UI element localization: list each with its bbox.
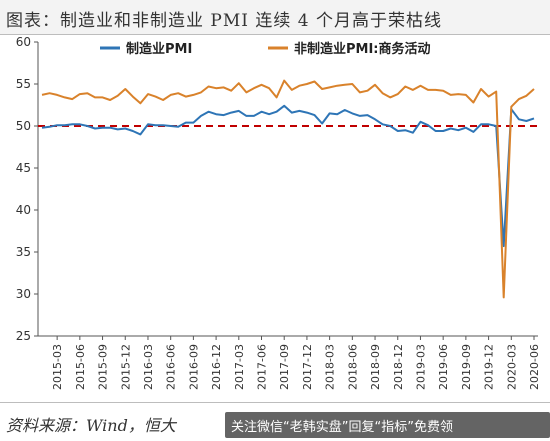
x-tick-label: 2017-12 bbox=[301, 344, 314, 390]
title-bar: 图表：制造业和非制造业 PMI 连续 4 个月高于荣枯线 bbox=[0, 0, 550, 35]
watermark-text: 关注微信“老韩实盘”回复“指标”免费领 bbox=[231, 420, 453, 435]
y-tick-label: 45 bbox=[16, 161, 31, 175]
x-tick-label: 2018-09 bbox=[369, 344, 382, 390]
watermark-banner: 关注微信“老韩实盘”回复“指标”免费领 bbox=[225, 412, 550, 438]
x-tick-label: 2018-12 bbox=[392, 344, 405, 390]
x-tick-label: 2017-03 bbox=[233, 344, 246, 390]
non-manufacturing-pmi-line bbox=[41, 79, 535, 299]
x-tick-label: 2017-09 bbox=[278, 344, 291, 390]
legend-non-manufacturing-label: 非制造业PMI:商务活动 bbox=[294, 41, 431, 57]
y-tick-label: 60 bbox=[16, 35, 31, 49]
y-tick-label: 55 bbox=[16, 77, 31, 91]
x-tick-label: 2016-03 bbox=[142, 344, 155, 390]
chart-title: 图表：制造业和非制造业 PMI 连续 4 个月高于荣枯线 bbox=[6, 11, 442, 31]
x-tick-label: 2020-03 bbox=[505, 344, 518, 390]
x-tick-label: 2019-03 bbox=[414, 344, 427, 390]
x-tick-label: 2019-06 bbox=[437, 344, 450, 390]
y-tick-label: 35 bbox=[16, 245, 31, 259]
legend-manufacturing-label: 制造业PMI bbox=[126, 41, 192, 57]
x-tick-label: 2018-03 bbox=[324, 344, 337, 390]
x-tick-label: 2020-06 bbox=[528, 344, 541, 390]
pmi-line-chart: 25 30 35 40 45 50 55 60 2015-03 2015-06 2015-09 201… bbox=[16, 35, 541, 390]
x-tick-label: 2015-06 bbox=[74, 344, 87, 390]
x-tick-label: 2016-12 bbox=[210, 344, 223, 390]
x-tick-label: 2019-09 bbox=[460, 344, 473, 390]
manufacturing-pmi-line bbox=[41, 104, 535, 248]
y-tick-label: 30 bbox=[16, 287, 31, 301]
y-tick-label: 40 bbox=[16, 203, 31, 217]
y-tick-label: 50 bbox=[16, 119, 31, 133]
x-tick-label: 2015-09 bbox=[97, 344, 110, 390]
source-note: 资料来源：Wind，恒大 bbox=[6, 416, 176, 435]
x-tick-label: 2019-12 bbox=[483, 344, 496, 390]
x-tick-label: 2018-06 bbox=[346, 344, 359, 390]
x-tick-label: 2015-03 bbox=[51, 344, 64, 390]
x-tick-label: 2016-06 bbox=[165, 344, 178, 390]
y-tick-label: 25 bbox=[16, 329, 31, 343]
x-tick-label: 2016-09 bbox=[187, 344, 200, 390]
x-tick-label: 2017-06 bbox=[256, 344, 269, 390]
x-tick-label: 2015-12 bbox=[119, 344, 132, 390]
